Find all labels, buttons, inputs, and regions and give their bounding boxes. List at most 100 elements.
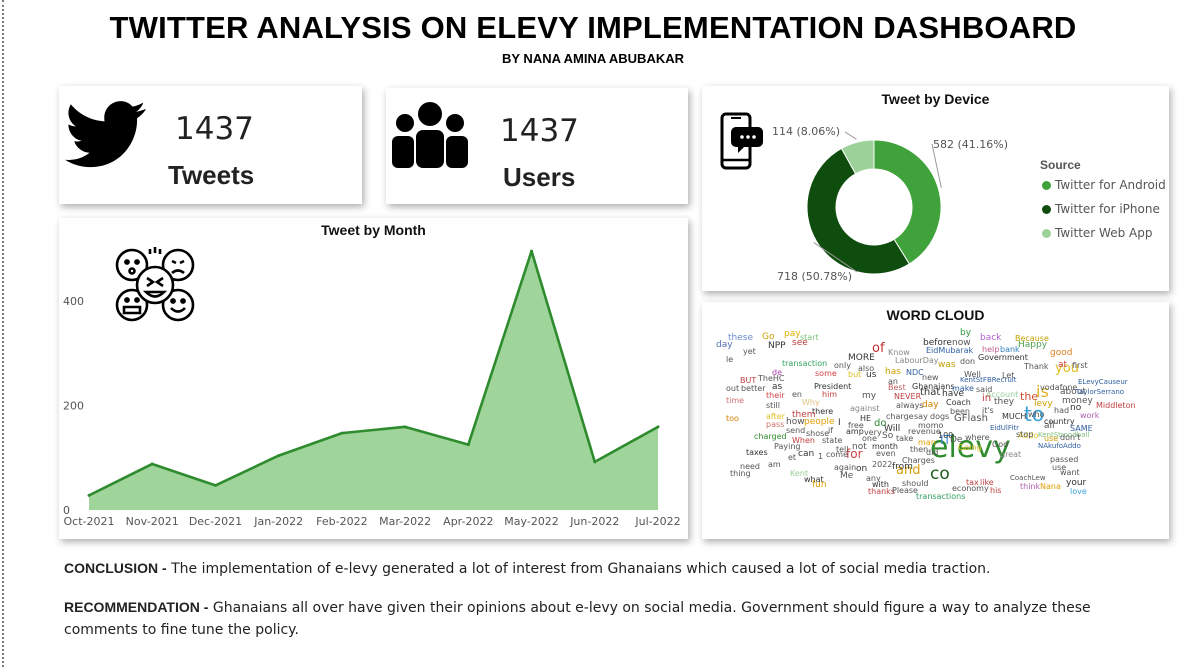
data-point[interactable] — [656, 425, 660, 429]
tweets-kpi-card[interactable]: 1437 Tweets — [59, 86, 362, 204]
word-cloud-word: Me — [840, 470, 854, 481]
word-cloud-word: good — [1050, 347, 1073, 358]
word-cloud-word: by — [960, 327, 972, 338]
word-cloud-word: still — [766, 400, 780, 410]
word-cloud-word: send — [786, 425, 806, 435]
word-cloud-word: Paying — [774, 441, 801, 451]
word-cloud-word: stop — [1016, 429, 1034, 439]
word-cloud-word: if — [828, 425, 834, 435]
data-point[interactable] — [340, 431, 344, 435]
word-cloud-word: these — [728, 332, 753, 343]
legend-item[interactable]: Twitter Web App — [1042, 226, 1152, 240]
word-cloud-word: after — [766, 411, 785, 421]
word-cloud-word: before — [923, 337, 952, 348]
word-cloud-word: TheHC — [758, 373, 785, 383]
word-cloud-word: to — [1024, 402, 1045, 426]
word-cloud-word: have — [942, 388, 965, 399]
legend-item[interactable]: Twitter for iPhone — [1042, 202, 1160, 216]
word-cloud-word: Charges — [902, 455, 935, 465]
data-point[interactable] — [403, 425, 407, 429]
word-cloud-word: man — [918, 437, 936, 447]
word-cloud-word: now — [952, 337, 971, 348]
word-cloud-word: HE — [860, 413, 872, 423]
device-chart-title: Tweet by Device — [881, 91, 990, 107]
data-point[interactable] — [466, 443, 470, 447]
word-cloud-card[interactable]: WORD CLOUD elevy to co is and you of IT for the th… — [702, 302, 1169, 539]
word-cloud-word: I — [838, 417, 841, 428]
data-point[interactable] — [593, 460, 597, 464]
word-cloud-word: they — [994, 396, 1015, 407]
word-cloud-word: am — [768, 459, 781, 469]
word-cloud-word: 2022 — [872, 459, 893, 469]
word-cloud-word: start — [800, 332, 819, 342]
word-cloud-word: out — [726, 383, 740, 393]
word-cloud-word: some — [815, 368, 837, 378]
legend-label: Twitter for iPhone — [1055, 202, 1160, 216]
donut-slice[interactable] — [840, 139, 875, 175]
word-cloud-word: So — [882, 430, 894, 441]
word-cloud-word: Because — [1015, 333, 1049, 343]
word-cloud-word: about — [1060, 386, 1086, 397]
word-cloud-word: for — [846, 447, 863, 462]
word-cloud-word: should — [902, 478, 929, 488]
slice-leader-line — [813, 242, 858, 273]
word-cloud-word: bank — [1000, 344, 1020, 354]
page-title: TWITTER ANALYSIS ON ELEVY IMPLEMENTATION… — [109, 10, 1077, 45]
word-cloud-word: Well — [964, 369, 981, 379]
word-cloud-word: back — [980, 332, 1002, 343]
word-cloud-word: charged — [754, 431, 787, 441]
data-point[interactable] — [150, 462, 154, 466]
word-cloud-word: TaylorSerrano — [1076, 388, 1125, 397]
word-cloud-word: free — [848, 420, 864, 430]
word-cloud-word: Will — [884, 423, 901, 434]
x-tick-label: Jul-2022 — [634, 515, 680, 528]
word-cloud-word: your — [1066, 477, 1087, 488]
tweet-by-month-card[interactable]: Tweet by Month 0 200 400 Oct-2021 Nov-2021 De… — [59, 218, 688, 539]
conclusion-label: CONCLUSION - — [64, 560, 167, 576]
word-cloud-word: time — [726, 395, 745, 405]
word-cloud-word: shose — [806, 428, 830, 438]
word-cloud-word: NDC — [906, 367, 924, 377]
word-cloud-word: Government — [978, 352, 1028, 362]
word-cloud-word: President — [814, 381, 852, 391]
data-point[interactable] — [213, 483, 217, 487]
word-cloud-word: at — [1058, 359, 1068, 370]
word-cloud-word: need — [740, 461, 760, 471]
word-cloud-word: NEVER — [894, 391, 922, 401]
word-cloud-word: any — [866, 473, 881, 483]
data-point[interactable] — [530, 249, 534, 253]
word-cloud-word: day — [716, 339, 733, 350]
x-tick-label: Jan-2022 — [253, 515, 303, 528]
word-cloud-word: Going — [958, 442, 982, 452]
word-cloud-word: God — [992, 439, 1009, 449]
legend-item[interactable]: Twitter for Android — [1042, 178, 1166, 192]
word-cloud-word: co — [930, 464, 950, 485]
donut-slice[interactable] — [873, 139, 942, 265]
word-cloud-word: Happy — [1018, 339, 1048, 350]
word-cloud-word: Addo — [1018, 430, 1039, 440]
word-cloud-word: as — [772, 381, 783, 392]
data-point[interactable] — [87, 493, 91, 497]
donut-slice[interactable] — [806, 147, 911, 275]
word-cloud-word: did — [926, 447, 939, 457]
users-kpi-card[interactable]: 1437 Users — [386, 88, 688, 204]
word-cloud-word: revenue — [908, 426, 941, 436]
word-cloud-word: how — [786, 416, 805, 427]
word-cloud-word: 100 — [938, 430, 954, 440]
word-cloud-word: ELevyCauseur — [1078, 378, 1128, 387]
word-cloud-word: where — [965, 432, 990, 442]
word-cloud-word: Let — [1002, 370, 1015, 380]
tweets-label: Tweets — [168, 160, 255, 190]
tweet-by-device-card[interactable]: Tweet by Device 582 (41.16%) 718 (50.78%)… — [702, 86, 1169, 291]
users-count: 1437 — [500, 113, 579, 149]
word-cloud-word: it's — [982, 405, 994, 415]
word-cloud-word: that — [920, 387, 941, 398]
word-cloud: elevy to co is and you of IT for the these Go pay sta… — [702, 302, 1169, 539]
word-cloud-word: has — [885, 366, 901, 377]
x-tick-label: Oct-2021 — [64, 515, 115, 528]
word-cloud-word: elevy — [930, 430, 1011, 465]
word-cloud-word: them — [792, 409, 816, 420]
data-point[interactable] — [277, 454, 281, 458]
word-cloud-word: not — [852, 441, 867, 452]
device-donut-chart: 582 (41.16%) 718 (50.78%) 114 (8.06%) — [772, 125, 1008, 283]
